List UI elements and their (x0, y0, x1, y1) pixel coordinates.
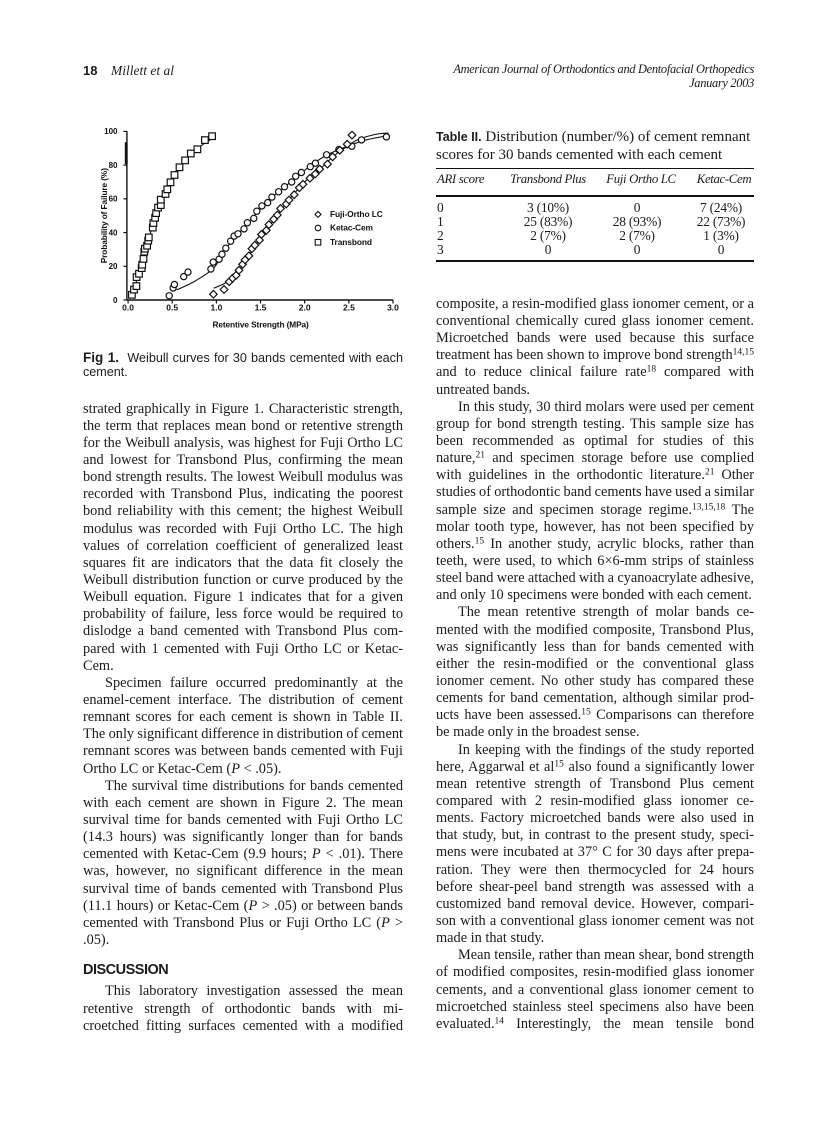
svg-text:1.0: 1.0 (210, 303, 222, 313)
svg-text:0.0: 0.0 (122, 303, 134, 313)
svg-text:2.5: 2.5 (343, 303, 355, 313)
svg-text:2.0: 2.0 (299, 303, 311, 313)
svg-text:40: 40 (109, 228, 118, 237)
svg-text:Fuji-Ortho LC: Fuji-Ortho LC (330, 209, 383, 219)
svg-text:0.5: 0.5 (166, 303, 178, 313)
svg-text:3.0: 3.0 (387, 303, 399, 313)
svg-text:Retentive Strength (MPa): Retentive Strength (MPa) (212, 320, 309, 330)
svg-text:80: 80 (109, 161, 118, 170)
svg-text:0: 0 (113, 296, 118, 305)
svg-text:Transbond: Transbond (330, 237, 372, 247)
svg-text:1.5: 1.5 (255, 303, 267, 313)
svg-text:20: 20 (109, 262, 118, 271)
svg-text:60: 60 (109, 195, 118, 204)
svg-text:Probability of Failure (%): Probability of Failure (%) (99, 168, 109, 263)
svg-text:Ketac-Cem: Ketac-Cem (330, 223, 373, 233)
svg-text:100: 100 (104, 127, 118, 136)
